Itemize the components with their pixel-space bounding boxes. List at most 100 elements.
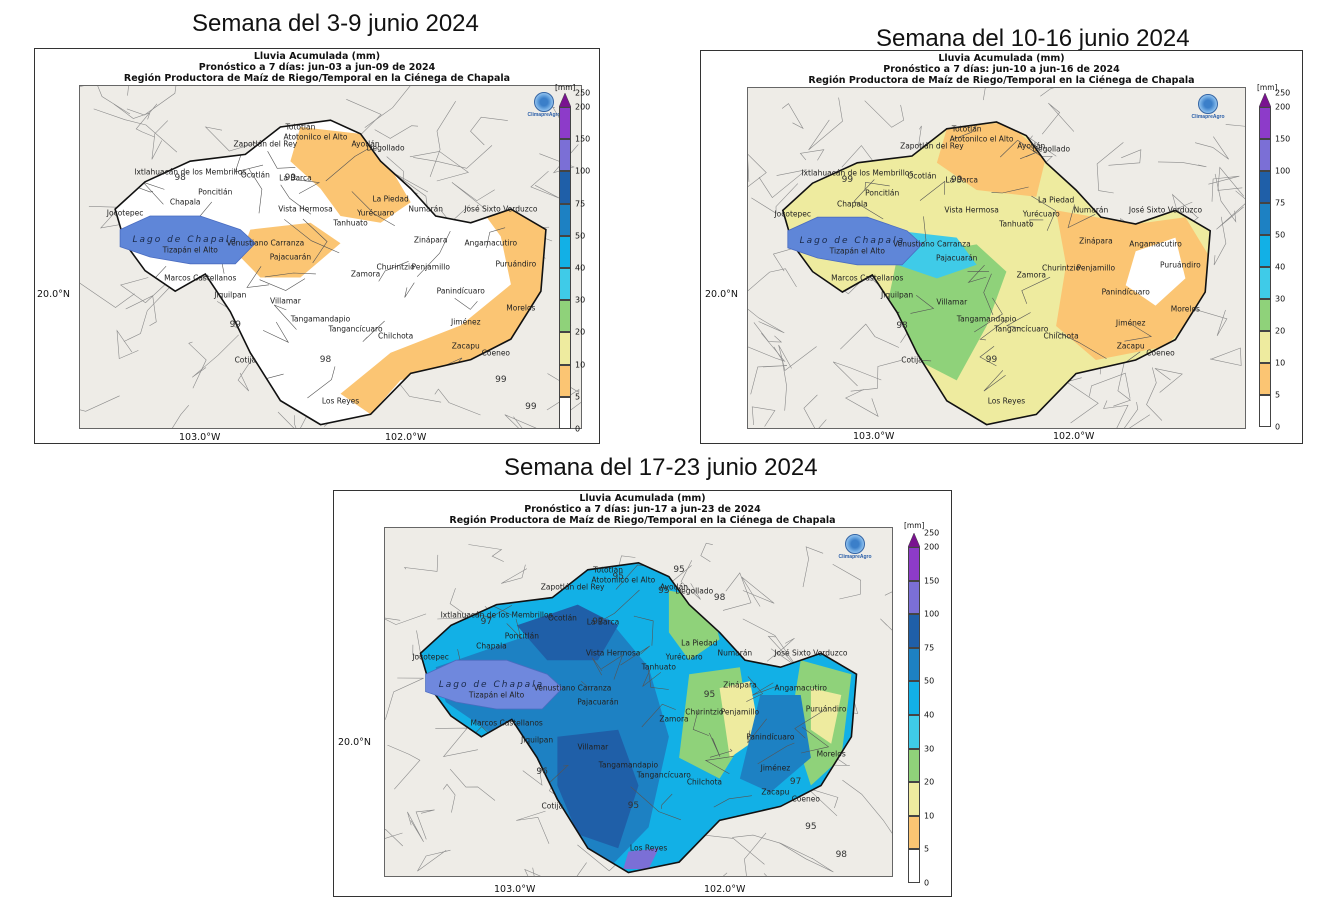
colorbar-segment bbox=[559, 171, 571, 204]
logo-name: ClimapreAgro bbox=[527, 112, 561, 118]
municipal-boundary bbox=[633, 615, 654, 646]
colorbar-tick-label: 20 bbox=[575, 327, 586, 337]
municipal-boundary bbox=[746, 676, 764, 702]
municipal-boundary bbox=[1113, 362, 1132, 407]
place-label: Ixtlahuacán de los Membrillos bbox=[801, 168, 914, 178]
municipal-boundary bbox=[864, 181, 890, 191]
municipal-boundary bbox=[974, 297, 1003, 333]
contour-label: 98 bbox=[174, 173, 186, 184]
municipal-boundary bbox=[293, 415, 297, 428]
place-label: Zacapu bbox=[761, 787, 790, 797]
municipal-boundary bbox=[417, 849, 451, 872]
municipal-boundary bbox=[576, 862, 587, 876]
colorbar-tick-label: 5 bbox=[1275, 390, 1281, 400]
place-label: Zamora bbox=[659, 714, 689, 724]
place-label: Venustiano Carranza bbox=[893, 239, 971, 249]
rain-zone bbox=[290, 127, 411, 223]
municipal-boundary bbox=[1040, 88, 1103, 97]
municipal-boundary bbox=[325, 148, 369, 182]
municipal-boundary bbox=[1193, 308, 1228, 337]
municipal-boundary bbox=[704, 756, 734, 774]
place-label: Tanhuato bbox=[641, 662, 676, 672]
municipal-boundary bbox=[752, 682, 778, 696]
place-label: La Piedad bbox=[372, 194, 409, 204]
panel-title-block: Lluvia Acumulada (mm) Pronóstico a 7 día… bbox=[334, 493, 951, 526]
place-label: Churintzio bbox=[376, 262, 415, 272]
place-label: Chilchota bbox=[378, 331, 414, 341]
rain-zone bbox=[1125, 237, 1186, 306]
municipal-boundary bbox=[530, 170, 561, 199]
place-label: Zinápara bbox=[413, 235, 448, 245]
place-label: José Sixto Verduzco bbox=[774, 648, 848, 658]
municipal-boundary bbox=[750, 365, 787, 395]
colorbar-segment bbox=[1259, 107, 1271, 139]
municipal-boundary bbox=[680, 560, 701, 600]
municipal-boundary bbox=[748, 153, 767, 187]
lake-label: Lago de Chapala bbox=[438, 679, 545, 690]
municipal-boundary bbox=[387, 744, 421, 790]
colorbar-tick-label: 150 bbox=[575, 134, 591, 144]
municipal-boundary bbox=[123, 285, 172, 342]
place-label: Chapala bbox=[837, 199, 868, 209]
municipal-boundary bbox=[910, 294, 935, 314]
place-label: Vista Hermosa bbox=[944, 205, 999, 215]
municipal-boundary bbox=[983, 88, 986, 101]
colorbar-tick-label: 50 bbox=[1275, 230, 1286, 240]
colorbar-tick-label: 75 bbox=[924, 643, 935, 653]
colorbar-segment bbox=[559, 364, 571, 397]
municipal-boundary bbox=[864, 100, 905, 128]
municipal-boundary bbox=[125, 295, 157, 327]
municipal-boundary bbox=[1067, 204, 1096, 229]
place-label: Vista Hermosa bbox=[278, 204, 333, 214]
municipal-boundary bbox=[172, 405, 190, 428]
colorbar-segment bbox=[908, 815, 920, 850]
municipal-boundary bbox=[748, 333, 786, 362]
colorbar-tick-label: 30 bbox=[1275, 294, 1286, 304]
municipal-boundary bbox=[709, 732, 721, 757]
municipal-boundary bbox=[364, 86, 411, 128]
place-label: José Sixto Verduzco bbox=[1128, 205, 1203, 215]
place-label: Marcos Castellanos bbox=[164, 273, 237, 283]
municipal-boundary bbox=[437, 588, 471, 620]
place-label: Marcos Castellanos bbox=[470, 718, 543, 728]
place-label: Angamacutiro bbox=[774, 683, 828, 693]
colorbar-tick-label: 250 bbox=[575, 88, 591, 98]
colorbar-segment bbox=[908, 715, 920, 749]
place-label: Degollado bbox=[366, 143, 405, 153]
place-label: Jocotepec bbox=[412, 652, 449, 662]
municipal-boundary bbox=[766, 637, 795, 662]
colorbar-segment bbox=[1259, 203, 1271, 235]
municipal-boundary bbox=[237, 356, 255, 392]
municipal-boundary bbox=[698, 829, 765, 865]
lon-label-102: 102.0°W bbox=[385, 432, 427, 443]
colorbar-tick-label: 75 bbox=[1275, 198, 1286, 208]
colorbar: 0 5 10 20 30 40 50 75 100 150 200 250 bbox=[908, 529, 939, 888]
colorbar-tick-label: 200 bbox=[575, 102, 591, 112]
rain-zone bbox=[557, 729, 639, 849]
place-label: Tototlán bbox=[951, 124, 982, 134]
municipal-boundary bbox=[80, 86, 131, 115]
contour-label: 98 bbox=[319, 354, 332, 365]
contour-label: 95 bbox=[612, 571, 624, 582]
municipal-boundary bbox=[794, 710, 824, 739]
place-label: Chapala bbox=[476, 641, 507, 651]
colorbar-segment bbox=[559, 139, 571, 172]
municipal-boundary bbox=[807, 787, 839, 817]
municipal-boundary bbox=[1154, 368, 1183, 393]
colorbar-tick-label: 100 bbox=[575, 166, 591, 176]
lon-label-103: 103.0°W bbox=[853, 431, 895, 442]
municipal-boundary bbox=[486, 227, 506, 248]
place-label: Morelos bbox=[506, 303, 536, 313]
place-label: Tangancícuaro bbox=[636, 770, 691, 780]
panel-region: Región Productora de Maíz de Riego/Tempo… bbox=[808, 75, 1195, 86]
municipal-boundary bbox=[454, 298, 478, 310]
place-label: Degollado bbox=[1032, 144, 1071, 154]
municipal-boundary bbox=[80, 282, 135, 308]
colorbar-segment bbox=[1259, 171, 1271, 203]
colorbar-tick-label: 250 bbox=[1275, 88, 1291, 98]
municipal-boundary bbox=[919, 180, 946, 201]
colorbar: 0 5 10 20 30 40 50 75 100 150 200 250 bbox=[559, 89, 590, 434]
municipal-boundary bbox=[845, 389, 879, 417]
municipal-boundary bbox=[234, 388, 266, 420]
municipal-boundary bbox=[192, 334, 239, 378]
